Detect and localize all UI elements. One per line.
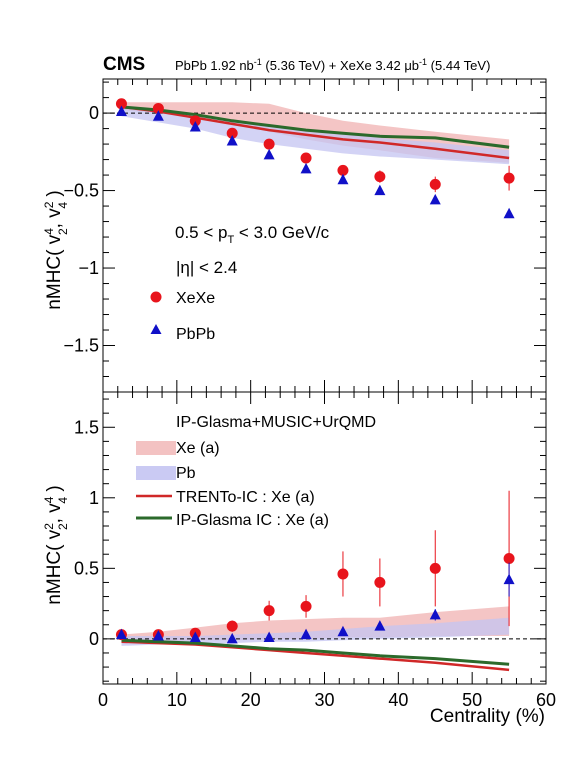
- legend-xexe-label: XeXe: [176, 290, 215, 307]
- bottom-plot-area: 0 0.5 1 1.5 0 10 20 30 40 50 60: [74, 391, 556, 710]
- bottom-ytick-label: 1.5: [74, 417, 99, 437]
- bottom-xtick-label: 50: [462, 690, 482, 710]
- bottom-xexe-point: [337, 568, 349, 580]
- dataset-label: PbPb 1.92 nb-1 (5.36 TeV) + XeXe 3.42 μb…: [175, 57, 490, 73]
- top-glasma-line: [121, 105, 510, 149]
- x-axis-title: Centrality (%): [430, 706, 545, 727]
- top-trento-line: [121, 105, 510, 160]
- top-panel: −1.5 −1 −0.5 0 nMHC( v42, v24 ) 0.5 < pT < …: [42, 78, 547, 393]
- legend-glasma-label: IP-Glasma IC : Xe (a): [176, 512, 329, 529]
- bottom-ytick-label: 1: [89, 488, 99, 508]
- top-xexe-point: [263, 138, 275, 150]
- bottom-pbpb-point: [429, 608, 441, 620]
- top-pbpb-point: [115, 105, 127, 117]
- bottom-xexe-point: [503, 552, 515, 564]
- bottom-xexe-point: [300, 600, 312, 612]
- bottom-xtick-label: 40: [388, 690, 408, 710]
- bottom-xexe-point: [263, 605, 275, 617]
- top-pbpb-point: [429, 193, 441, 205]
- top-xexe-point: [115, 98, 127, 110]
- experiment-label: CMS: [103, 54, 145, 75]
- top-xexe-point: [189, 115, 201, 127]
- bottom-y-axis-title: nMHC( v22, v44 ): [42, 485, 70, 604]
- pt-range-label: 0.5 < pT < 3.0 GeV/c: [175, 223, 330, 246]
- bottom-pbpb-point: [300, 628, 312, 640]
- top-pbpb-point: [300, 162, 312, 174]
- top-pbpb-point: [503, 207, 515, 219]
- bottom-trento-line: [121, 640, 510, 672]
- top-pbpb-point: [374, 184, 386, 196]
- bottom-ytick-label: 0: [89, 629, 99, 649]
- bottom-panel: 0 0.5 1 1.5 0 10 20 30 40 50 60 nMHC( v22, v44 ) C…: [42, 391, 556, 727]
- bottom-xexe-point: [374, 576, 386, 588]
- legend-xe-band-label: Xe (a): [176, 440, 220, 457]
- eta-range-label: |η| < 2.4: [176, 258, 237, 277]
- bottom-xexe-point: [226, 620, 238, 632]
- legend-pb-band-swatch: [136, 466, 176, 480]
- legend-pbpb-marker: [150, 324, 162, 334]
- top-pbpb-point: [226, 134, 238, 146]
- legend-xe-band-swatch: [136, 441, 176, 455]
- legend-xexe-marker: [150, 291, 162, 303]
- bottom-pbpb-point: [115, 628, 127, 640]
- bottom-pbpb-point: [374, 620, 386, 631]
- bottom-pbpb-point: [337, 625, 349, 637]
- bottom-pbpb-point: [152, 630, 164, 641]
- top-xexe-point: [503, 172, 515, 184]
- bottom-glasma-line: [121, 638, 510, 666]
- top-xexe-point: [429, 178, 441, 190]
- top-pbpb-point: [263, 148, 275, 160]
- top-ytick-label: 0: [89, 103, 99, 123]
- top-plot-area: −1.5 −1 −0.5 0: [63, 78, 547, 393]
- bottom-xtick-label: 10: [167, 690, 187, 710]
- top-ytick-label: −1.5: [63, 336, 99, 356]
- bottom-pbpb-point: [189, 631, 201, 642]
- legend-pbpb-label: PbPb: [176, 326, 215, 343]
- bottom-ytick-label: 0.5: [74, 558, 99, 578]
- legend-title: IP-Glasma+MUSIC+UrQMD: [176, 414, 376, 431]
- top-xexe-point: [152, 102, 164, 114]
- bottom-xtick-label: 60: [536, 690, 556, 710]
- bottom-pbpb-point: [226, 632, 238, 644]
- bottom-xtick-label: 20: [241, 690, 261, 710]
- top-xexe-point: [337, 164, 349, 176]
- legend-trento-label: TRENTo-IC : Xe (a): [176, 489, 315, 506]
- top-xexe-point: [300, 152, 312, 164]
- bottom-xexe-point: [429, 562, 441, 574]
- top-ytick-label: −1: [78, 258, 99, 278]
- top-pbpb-point: [152, 110, 164, 121]
- bottom-pbpb-point: [503, 573, 515, 585]
- top-ytick-label: −0.5: [63, 181, 99, 201]
- top-pbpb-point: [337, 173, 349, 185]
- bottom-pbpb-point: [263, 631, 275, 642]
- top-pbpb-point: [189, 121, 201, 132]
- top-xexe-point: [374, 171, 386, 183]
- bottom-xtick-label: 0: [98, 690, 108, 710]
- top-xexe-point: [226, 127, 238, 139]
- top-y-axis-title: nMHC( v42, v24 ): [42, 190, 70, 309]
- bottom-xtick-label: 30: [314, 690, 334, 710]
- legend-pb-band-label: Pb: [176, 465, 196, 482]
